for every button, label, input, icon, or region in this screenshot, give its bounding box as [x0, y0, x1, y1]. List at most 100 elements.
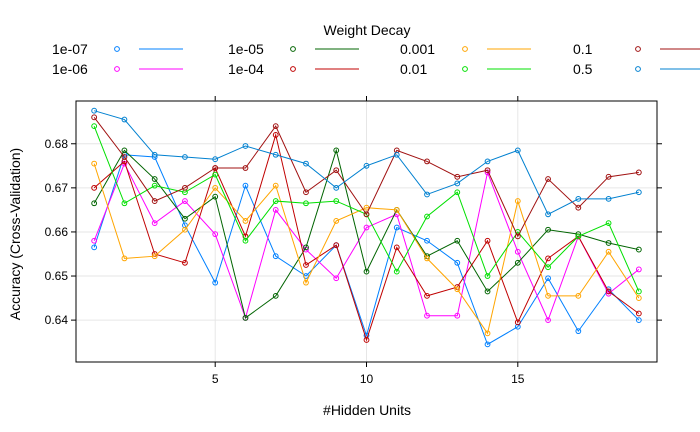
data-point: [635, 189, 642, 196]
data-point: [545, 176, 551, 182]
legend-label: 1e-05: [228, 41, 264, 57]
data-point: [303, 279, 309, 286]
x-tick-label: 15: [511, 372, 525, 386]
legend-marker: [635, 46, 641, 52]
data-point: [635, 317, 642, 324]
data-point: [333, 198, 340, 204]
data-point: [182, 226, 188, 233]
data-point: [393, 268, 400, 275]
data-point: [545, 317, 551, 324]
series-line: [93, 132, 640, 342]
data-point: [635, 310, 642, 317]
data-point: [424, 292, 430, 299]
legend-marker: [462, 66, 468, 72]
legend-label: 0.001: [400, 41, 435, 57]
data-point: [363, 162, 370, 169]
data-point: [212, 279, 219, 286]
y-axis-label: Accuracy (Cross-Validation): [7, 148, 23, 320]
data-point: [182, 215, 188, 222]
data-point: [454, 286, 461, 293]
y-tick-label: 0.66: [45, 225, 69, 239]
y-tick-label: 0.68: [45, 137, 69, 151]
data-point: [242, 218, 249, 224]
data-point: [484, 273, 491, 279]
data-point: [454, 312, 461, 319]
legend-label: 1e-04: [228, 61, 264, 77]
series-line: [93, 148, 639, 319]
data-point: [424, 191, 430, 198]
data-point: [272, 253, 279, 260]
x-tick-label: 10: [360, 372, 374, 386]
axes: 5 10 15 0.64 0.65 0.66 0.67 0.68: [45, 96, 662, 386]
data-point: [212, 184, 219, 191]
data-point: [424, 213, 430, 220]
data-point: [363, 224, 370, 231]
data-point: [363, 211, 370, 218]
data-point: [514, 248, 521, 255]
legend-marker: [462, 46, 468, 52]
data-point: [182, 259, 188, 266]
data-point: [242, 165, 249, 171]
data-point: [151, 151, 158, 158]
y-tick-label: 0.65: [45, 269, 69, 283]
y-tick-label: 0.67: [45, 181, 69, 195]
data-point: [545, 211, 551, 218]
data-point: [635, 169, 642, 176]
data-point: [363, 204, 370, 211]
data-point: [303, 160, 309, 167]
data-point: [303, 244, 309, 251]
data-point: [121, 255, 128, 262]
data-point: [575, 328, 582, 335]
data-point: [514, 147, 521, 154]
data-point: [514, 319, 521, 326]
legend-marker: [635, 66, 641, 72]
data-point: [121, 116, 128, 123]
gridlines: [76, 101, 657, 362]
data-point: [635, 266, 642, 273]
data-point: [484, 167, 491, 174]
data-point: [303, 200, 309, 207]
data-point: [545, 275, 551, 282]
data-point: [212, 171, 219, 178]
data-point: [333, 167, 340, 174]
data-point: [91, 200, 98, 207]
data-point: [635, 288, 642, 295]
data-point: [393, 151, 400, 158]
data-point: [484, 341, 491, 348]
data-point: [121, 154, 128, 160]
legend: 1e-07 1e-06 1e-05 1e-04 0.001 0.01 0.1 0.5: [52, 41, 700, 77]
data-point: [545, 226, 551, 233]
data-point: [272, 292, 279, 299]
data-point: [303, 262, 309, 268]
data-point: [545, 255, 551, 262]
series-line: [93, 117, 639, 238]
data-point: [303, 189, 309, 196]
data-point: [424, 312, 430, 319]
data-point: [91, 107, 98, 114]
data-point: [454, 237, 461, 244]
data-point: [182, 198, 188, 204]
series-lines: [91, 107, 642, 348]
data-point: [393, 244, 400, 251]
data-point: [393, 206, 400, 213]
legend-label: 0.5: [573, 61, 593, 77]
data-point: [424, 158, 430, 165]
legend-label: 1e-06: [52, 61, 88, 77]
x-tick-label: 5: [212, 372, 219, 386]
data-point: [454, 259, 461, 266]
data-point: [514, 259, 521, 266]
series-line: [93, 154, 640, 346]
data-point: [363, 337, 370, 343]
data-point: [605, 288, 612, 295]
data-point: [272, 151, 279, 158]
legend-title: Weight Decay: [324, 22, 411, 38]
series-line: [94, 110, 639, 215]
data-point: [605, 195, 612, 202]
data-point: [605, 173, 612, 180]
data-point: [212, 156, 219, 163]
data-point: [121, 200, 128, 207]
data-point: [605, 240, 612, 246]
data-point: [272, 132, 279, 138]
series-line: [93, 162, 640, 322]
